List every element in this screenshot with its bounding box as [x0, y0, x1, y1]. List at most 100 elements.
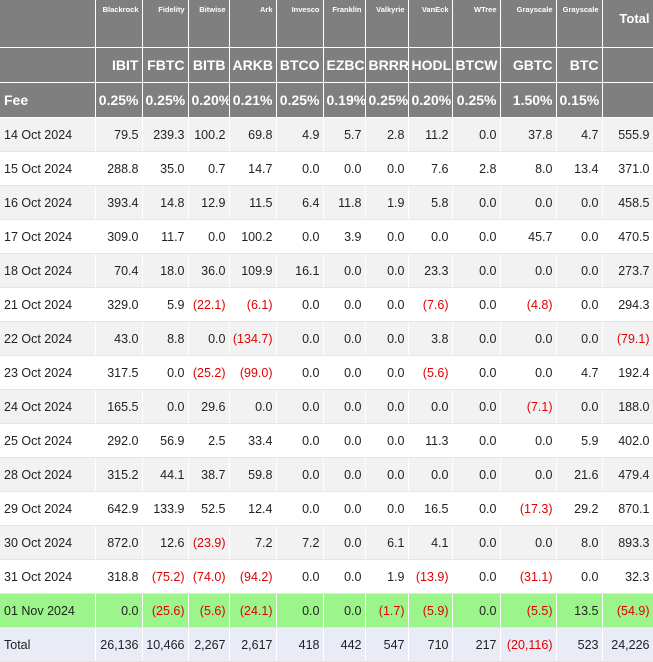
- flow-cell: 5.7: [323, 117, 366, 152]
- flow-cell: 56.9: [142, 423, 189, 458]
- flow-cell: 79.5: [95, 117, 143, 152]
- totals-cell: 217: [452, 627, 501, 662]
- flow-cell: 133.9: [142, 491, 189, 526]
- flow-cell: 0.0: [365, 321, 409, 356]
- flow-cell: 0.0: [452, 185, 501, 220]
- flow-cell: 14.7: [229, 151, 277, 186]
- flow-cell: 18.0: [142, 253, 189, 288]
- flow-cell: 0.0: [323, 559, 366, 594]
- flow-cell: 0.0: [365, 287, 409, 322]
- fee-cell: 0.25%: [276, 82, 324, 118]
- table-row: 31 Oct 2024 318.8 (75.2) (74.0) (94.2) 0.0 0.0…: [0, 559, 653, 594]
- ticker-cell: BRRR: [365, 47, 409, 83]
- ticker-row: IBIT FBTC BITB ARKB BTCO EZBC BRRR HODL …: [0, 47, 653, 83]
- flow-cell: 0.0: [323, 151, 366, 186]
- ticker-cell: HODL: [408, 47, 453, 83]
- table-row: 24 Oct 2024 165.5 0.0 29.6 0.0 0.0 0.0 0.0 0.0 0.…: [0, 389, 653, 424]
- table-row: 22 Oct 2024 43.0 8.8 0.0 (134.7) 0.0 0.0 0.0 3.8…: [0, 321, 653, 356]
- flow-cell: 0.0: [452, 253, 501, 288]
- totals-cell: 2,617: [229, 627, 277, 662]
- flow-cell: (6.1): [229, 287, 277, 322]
- flow-cell: 0.0: [556, 219, 603, 254]
- fee-cell: 0.20%: [408, 82, 453, 118]
- flow-cell: 0.0: [276, 287, 324, 322]
- date-cell: 29 Oct 2024: [0, 491, 96, 526]
- flow-cell: 0.0: [500, 321, 557, 356]
- totals-cell: (20,116): [500, 627, 557, 662]
- flow-cell: 0.0: [323, 389, 366, 424]
- flow-cell: 0.0: [556, 389, 603, 424]
- date-cell: 21 Oct 2024: [0, 287, 96, 322]
- flow-cell: 0.0: [452, 219, 501, 254]
- flow-cell: (94.2): [229, 559, 277, 594]
- date-cell: 30 Oct 2024: [0, 525, 96, 560]
- flow-cell: 11.3: [408, 423, 453, 458]
- flow-cell: 0.0: [276, 457, 324, 492]
- issuer-cell: Grayscale: [556, 0, 603, 48]
- flow-cell: 0.0: [556, 287, 603, 322]
- flow-cell: 11.2: [408, 117, 453, 152]
- flow-cell: 0.0: [365, 423, 409, 458]
- fee-total-cell: [602, 82, 653, 118]
- flow-cell: 0.0: [323, 593, 366, 628]
- flow-cell: 239.3: [142, 117, 189, 152]
- flow-cell: 0.7: [188, 151, 230, 186]
- issuer-cell: Valkyrie: [365, 0, 409, 48]
- issuer-cell: Bitwise: [188, 0, 230, 48]
- flow-cell: 0.0: [365, 219, 409, 254]
- row-total-cell: 294.3: [601, 287, 653, 322]
- date-cell: 01 Nov 2024: [0, 593, 96, 628]
- ticker-cell: IBIT: [95, 47, 143, 83]
- flow-cell: 0.0: [142, 389, 189, 424]
- row-total-cell: 555.9: [601, 117, 653, 152]
- date-cell: 14 Oct 2024: [0, 117, 96, 152]
- flow-cell: 315.2: [95, 457, 143, 492]
- row-total-cell: 192.4: [601, 355, 653, 390]
- flow-cell: 329.0: [95, 287, 143, 322]
- flow-cell: 0.0: [500, 253, 557, 288]
- flow-cell: 0.0: [365, 355, 409, 390]
- ticker-cell: ARKB: [229, 47, 277, 83]
- table-footer: Total 26,136 10,466 2,267 2,617 418 442 …: [0, 627, 653, 662]
- flow-cell: 0.0: [365, 253, 409, 288]
- flow-cell: 69.8: [229, 117, 277, 152]
- flow-cell: 11.7: [142, 219, 189, 254]
- ticker-corner-cell: [0, 47, 96, 83]
- flow-cell: (134.7): [229, 321, 277, 356]
- row-total-cell: 870.1: [601, 491, 653, 526]
- flow-cell: 5.8: [408, 185, 453, 220]
- flow-cell: 59.8: [229, 457, 277, 492]
- flow-cell: 0.0: [452, 559, 501, 594]
- flow-cell: 0.0: [365, 151, 409, 186]
- flow-cell: 21.6: [556, 457, 603, 492]
- ticker-cell: EZBC: [323, 47, 366, 83]
- flow-cell: 0.0: [452, 117, 501, 152]
- flow-cell: 1.9: [365, 559, 409, 594]
- row-total-cell: 273.7: [601, 253, 653, 288]
- flow-cell: (5.6): [188, 593, 230, 628]
- flow-cell: 36.0: [188, 253, 230, 288]
- table-header: Blackrock Fidelity Bitwise Ark Invesco F…: [0, 0, 653, 118]
- ticker-cell: FBTC: [142, 47, 189, 83]
- flow-cell: 0.0: [556, 253, 603, 288]
- flow-cell: 0.0: [452, 287, 501, 322]
- flow-cell: 0.0: [556, 559, 603, 594]
- flow-cell: 37.8: [500, 117, 557, 152]
- date-cell: 25 Oct 2024: [0, 423, 96, 458]
- flow-cell: 0.0: [276, 593, 324, 628]
- totals-cell: 418: [276, 627, 324, 662]
- flow-cell: 0.0: [188, 321, 230, 356]
- row-total-cell: 371.0: [601, 151, 653, 186]
- fee-cell: 1.50%: [500, 82, 557, 118]
- date-cell: 18 Oct 2024: [0, 253, 96, 288]
- flow-cell: 11.5: [229, 185, 277, 220]
- date-cell: 22 Oct 2024: [0, 321, 96, 356]
- flow-cell: 0.0: [323, 457, 366, 492]
- flow-cell: 5.9: [556, 423, 603, 458]
- fee-cell: 0.25%: [95, 82, 143, 118]
- flow-cell: 0.0: [408, 389, 453, 424]
- table-row: 30 Oct 2024 872.0 12.6 (23.9) 7.2 7.2 0.0 6.1 4.…: [0, 525, 653, 560]
- flow-cell: 318.8: [95, 559, 143, 594]
- table-row: 25 Oct 2024 292.0 56.9 2.5 33.4 0.0 0.0 0.0 11.3…: [0, 423, 653, 458]
- flow-cell: 0.0: [95, 593, 143, 628]
